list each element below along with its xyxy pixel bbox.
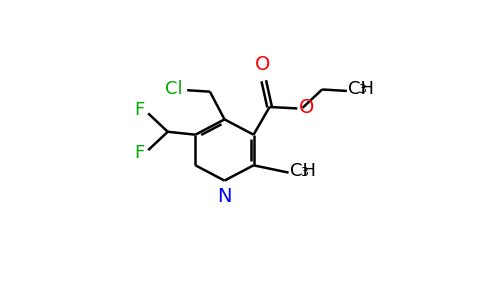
Text: 3: 3 [300,166,308,179]
Text: F: F [134,101,144,119]
Text: Cl: Cl [165,80,182,98]
Text: N: N [217,187,232,206]
Text: CH: CH [290,162,316,180]
Text: CH: CH [348,80,374,98]
Text: O: O [255,55,270,74]
Text: F: F [134,144,144,162]
Text: 3: 3 [358,83,366,96]
Text: O: O [299,98,314,117]
